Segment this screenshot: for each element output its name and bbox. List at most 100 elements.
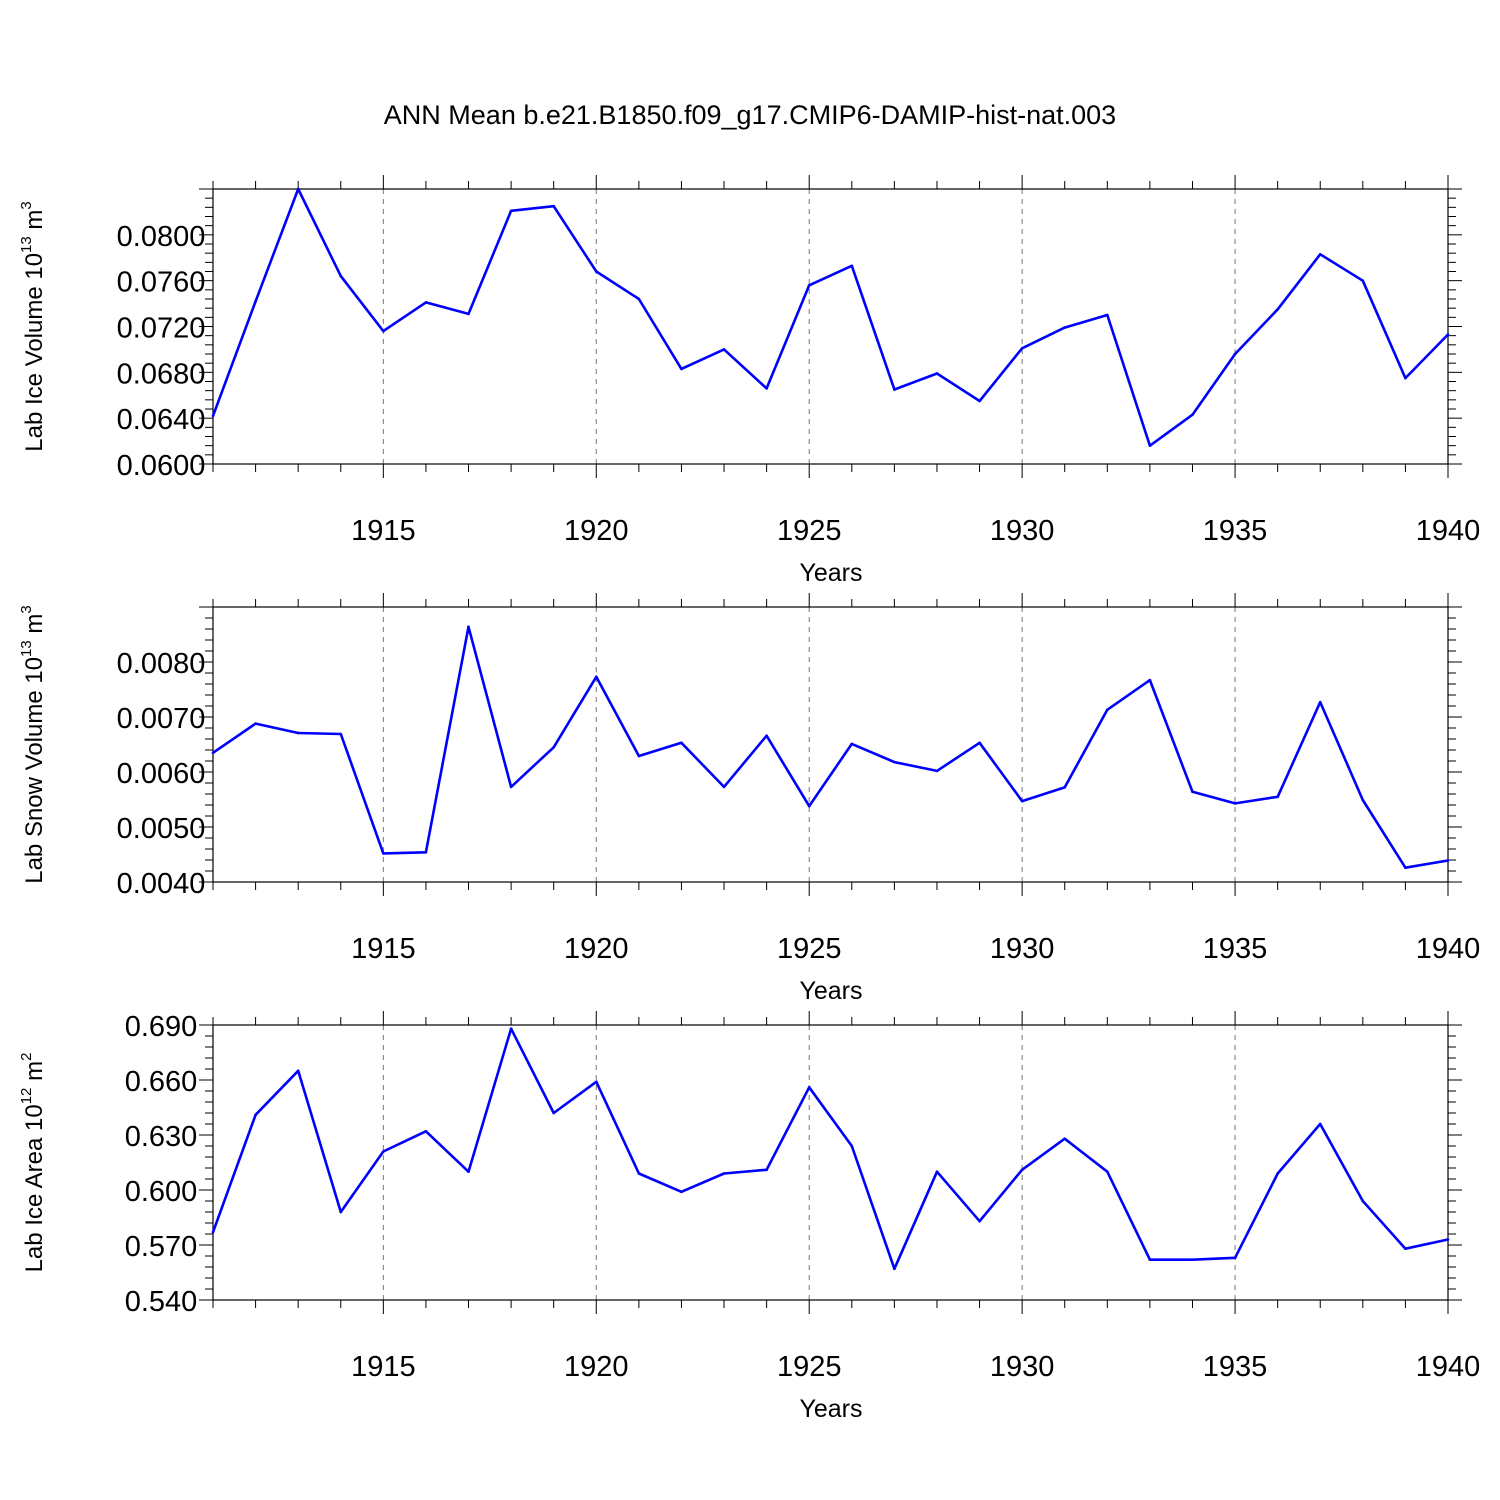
data-point (1020, 346, 1024, 350)
x-tick-label: 1925 (777, 1351, 842, 1383)
data-point (254, 1113, 257, 1117)
data-point (935, 1170, 939, 1173)
data-point (424, 1130, 428, 1133)
y-axis-label-part: m (21, 210, 48, 237)
y-axis-label: Lab Ice Volume 1013 m3 (18, 201, 48, 452)
data-point (552, 204, 555, 208)
y-tick-label: 0.0760 (117, 267, 206, 299)
data-point (1446, 333, 1450, 336)
x-tick-label: 1940 (1416, 1351, 1481, 1383)
data-point (467, 1170, 470, 1173)
x-tick-label: 1940 (1416, 515, 1481, 547)
data-point (1020, 1168, 1024, 1172)
y-tick-label: 0.600 (125, 1176, 198, 1208)
data-point (1020, 799, 1024, 803)
data-point (1191, 1258, 1194, 1261)
data-point (765, 1168, 768, 1172)
data-point (594, 675, 598, 679)
x-tick-label: 1935 (1203, 933, 1268, 965)
data-point (552, 745, 555, 749)
data-point (1361, 279, 1365, 282)
x-tick-label: 1930 (990, 515, 1055, 547)
data-point (978, 741, 981, 745)
y-tick-label: 0.0720 (117, 313, 206, 345)
x-axis-label: Years (799, 559, 862, 587)
x-tick-label: 1920 (564, 933, 629, 965)
y-axis-label: Lab Ice Area 1012 m2 (18, 1053, 48, 1273)
data-point (296, 187, 300, 191)
y-axis-label: Lab Snow Volume 1013 m3 (18, 605, 48, 884)
y-tick-label: 0.0060 (117, 758, 206, 790)
x-axis-label: Years (799, 977, 862, 1005)
x-tick-label: 1920 (564, 515, 629, 547)
data-point (935, 372, 939, 375)
data-point (1233, 802, 1237, 805)
data-point (1276, 308, 1279, 311)
data-point (1404, 1247, 1407, 1250)
data-point (382, 852, 385, 855)
y-axis-label-part: m (21, 1061, 48, 1088)
data-point (1233, 1256, 1237, 1260)
x-tick-label: 1925 (777, 933, 842, 965)
data-point (1063, 786, 1067, 789)
data-point (722, 348, 726, 351)
x-tick-label: 1935 (1203, 1351, 1268, 1383)
x-tick-label: 1915 (351, 933, 416, 965)
data-point (765, 734, 768, 737)
data-point (722, 1172, 726, 1175)
y-tick-label: 0.0600 (117, 450, 206, 482)
x-tick-label: 1915 (351, 1351, 416, 1383)
data-point (1063, 1137, 1067, 1140)
data-point (722, 785, 726, 789)
series-line (211, 1027, 1449, 1271)
data-point (850, 264, 854, 268)
y-axis-label-exponent: 2 (18, 1053, 35, 1061)
data-point (807, 283, 811, 287)
y-axis-label-part: Lab Ice Volume 10 (21, 253, 48, 452)
x-tick-label: 1930 (990, 933, 1055, 965)
chart-panel-3: 0.540 0.570 0.600 0.630 0.660 0.690 1915 1920 19… (18, 1011, 1480, 1423)
data-point (594, 1080, 598, 1084)
y-axis-label-exponent: 12 (18, 1088, 35, 1105)
data-point (680, 741, 683, 745)
x-tick-label: 1930 (990, 1351, 1055, 1383)
data-point (893, 388, 896, 391)
data-point (211, 414, 215, 418)
data-point (637, 1172, 641, 1175)
data-point (680, 367, 683, 371)
data-point (1148, 1258, 1152, 1261)
data-point (552, 1111, 555, 1115)
y-tick-label: 0.540 (125, 1286, 198, 1318)
data-point (935, 769, 939, 773)
chart-panel-2: 0.0040 0.0050 0.0060 0.0070 0.0080 1915 1920 19… (18, 593, 1480, 1005)
data-point (765, 387, 768, 390)
plot-frame (212, 1024, 1449, 1301)
data-point (296, 1069, 300, 1073)
data-point (978, 399, 981, 403)
data-point (1318, 700, 1322, 704)
data-point (296, 731, 300, 735)
series-line (211, 187, 1449, 448)
y-axis-label-part: Lab Snow Volume 10 (21, 657, 48, 884)
data-point (424, 301, 428, 304)
series-line (212, 625, 1449, 870)
y-tick-label: 0.630 (125, 1121, 198, 1153)
data-point (893, 1267, 896, 1271)
data-point (467, 625, 470, 629)
data-point (1318, 1122, 1322, 1126)
data-point (807, 1086, 811, 1089)
data-point (509, 209, 513, 213)
data-point (637, 297, 641, 301)
data-point (1276, 795, 1279, 799)
data-point (1318, 253, 1322, 256)
data-point (850, 742, 854, 746)
data-point (594, 270, 598, 273)
plot-frame (212, 606, 1449, 883)
data-point (1191, 790, 1194, 794)
data-point (254, 722, 257, 725)
data-point (1191, 413, 1194, 417)
data-point (1233, 352, 1237, 356)
data-point (637, 754, 641, 758)
data-point (1148, 678, 1152, 682)
